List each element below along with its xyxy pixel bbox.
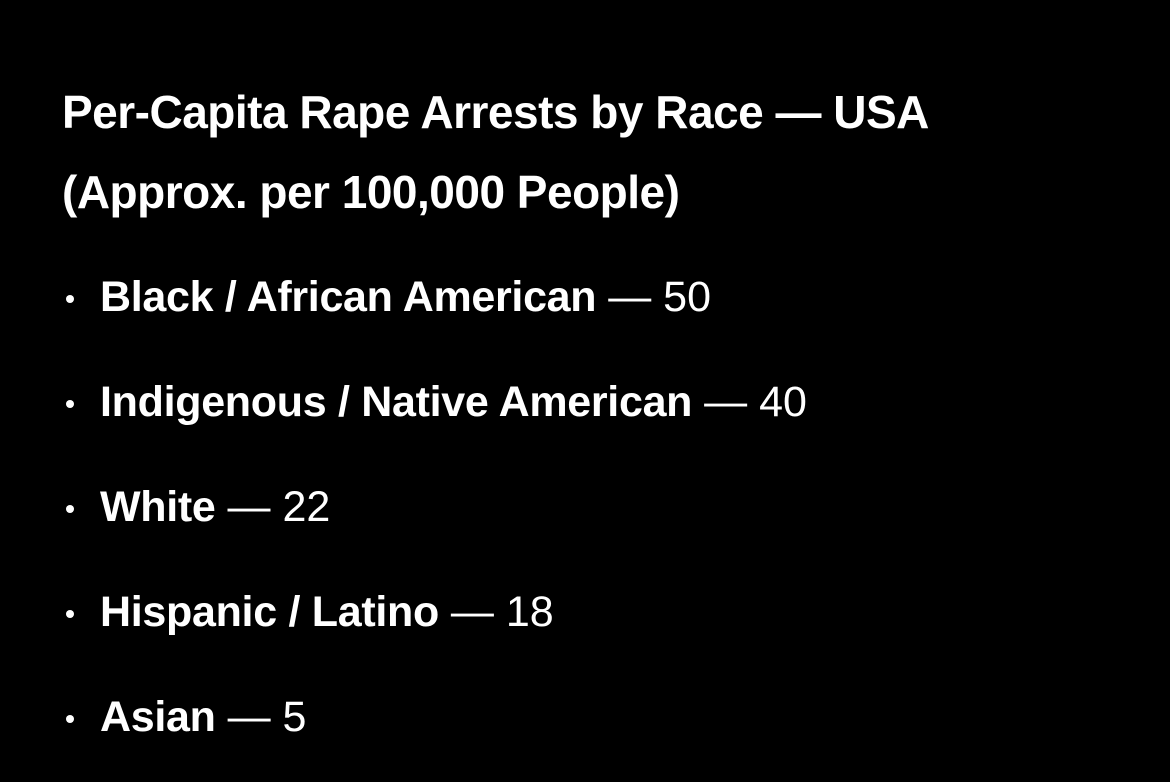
list-item: Black / African American — 50 xyxy=(0,262,1170,332)
item-text: Hispanic / Latino — 18 xyxy=(100,577,554,647)
dash: — xyxy=(450,588,494,636)
list-item: Hispanic / Latino — 18 xyxy=(0,577,1170,647)
item-label: Black / African American xyxy=(100,273,597,321)
item-text: Indigenous / Native American — 40 xyxy=(100,367,807,437)
bullet xyxy=(66,715,74,723)
item-text: Asian — 5 xyxy=(100,682,306,752)
item-value: 22 xyxy=(282,483,331,531)
bullet xyxy=(66,400,74,408)
item-value: 5 xyxy=(282,693,307,741)
item-label: Asian xyxy=(100,693,216,741)
bullet xyxy=(66,505,74,513)
bullet xyxy=(66,610,74,618)
dash: — xyxy=(227,693,271,741)
item-value: 40 xyxy=(759,378,807,426)
title: Per-Capita Rape Arrests by Race — USA (A… xyxy=(62,86,928,218)
item-value: 50 xyxy=(663,273,712,321)
dash: — xyxy=(704,378,748,426)
item-text: Black / African American — 50 xyxy=(100,262,711,332)
item-label: White xyxy=(100,483,216,531)
item-value: 18 xyxy=(505,588,554,636)
item-label: Hispanic / Latino xyxy=(100,588,439,636)
list-item: Indigenous / Native American — 40 xyxy=(0,367,1170,437)
item-label: Indigenous / Native American xyxy=(100,378,693,426)
item-text: White — 22 xyxy=(100,472,330,542)
list-item: White — 22 xyxy=(0,472,1170,542)
list-item: Asian — 5 xyxy=(0,682,1170,752)
dash: — xyxy=(227,483,271,531)
dash: — xyxy=(608,273,652,321)
bullet xyxy=(66,295,74,303)
